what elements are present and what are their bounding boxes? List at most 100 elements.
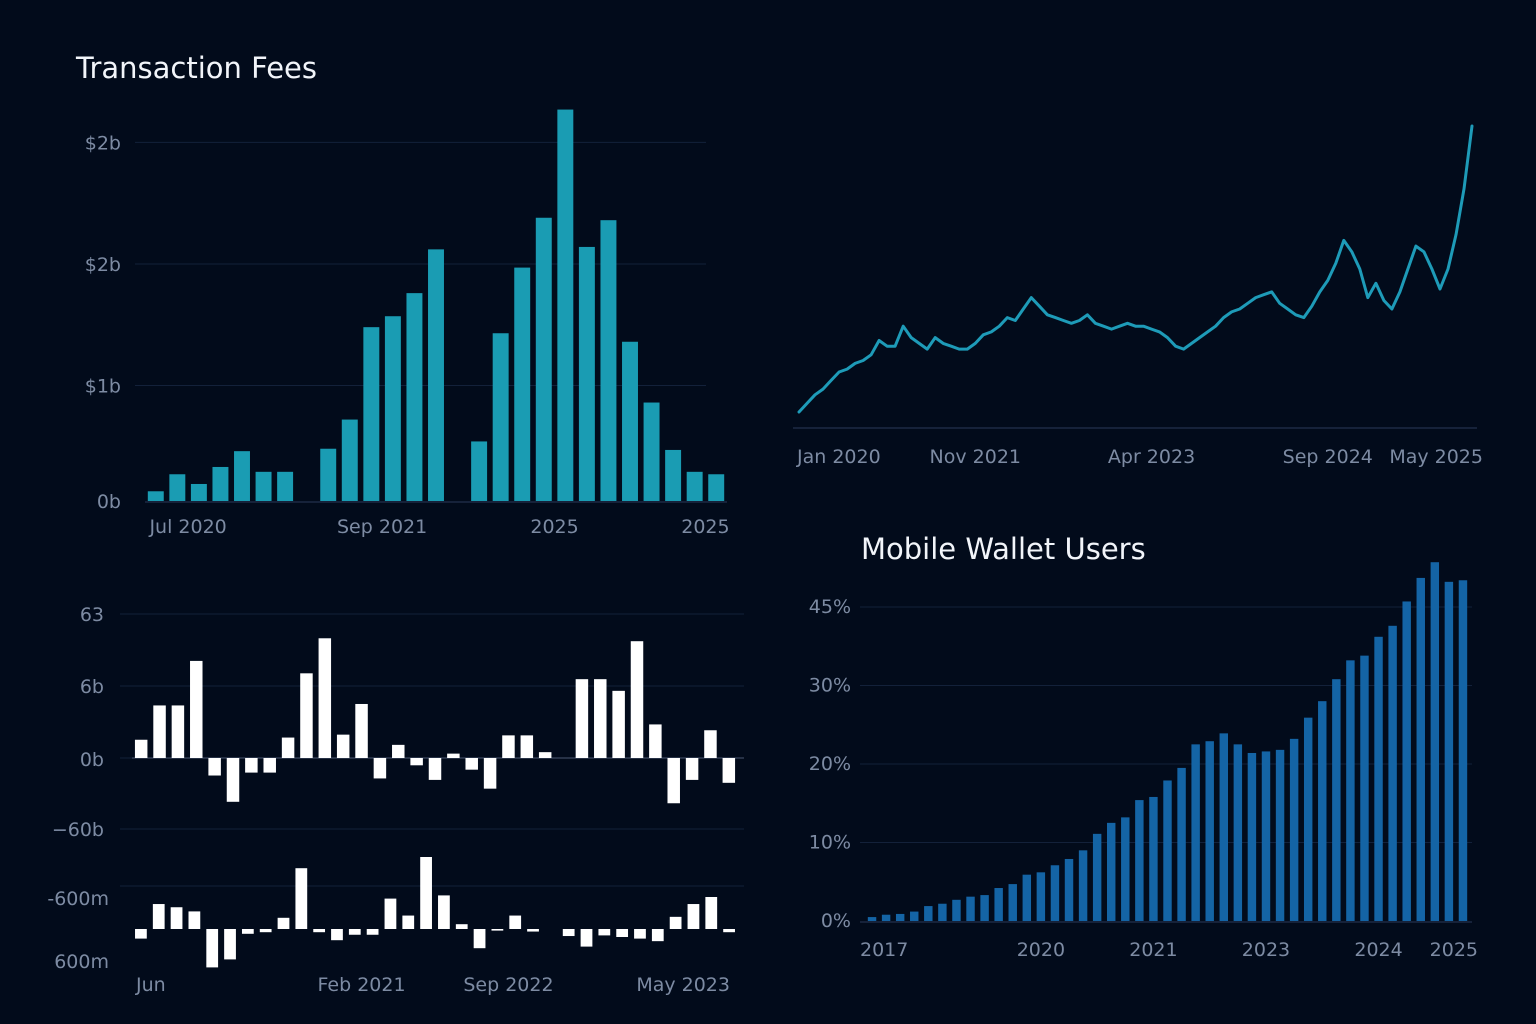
data-point xyxy=(1086,313,1089,316)
bar xyxy=(465,758,478,770)
bar xyxy=(259,929,272,933)
bar xyxy=(255,471,272,501)
data-point xyxy=(1190,342,1193,345)
data-point xyxy=(1398,290,1402,294)
bar xyxy=(509,915,522,929)
bar xyxy=(135,929,147,939)
bar xyxy=(952,899,961,921)
bar xyxy=(366,929,379,935)
data-point xyxy=(950,345,953,348)
bar xyxy=(492,333,509,501)
data-point xyxy=(1006,316,1009,319)
chart-diverging: 63 6b 0b −60b -600m 600m Jun Feb 2021 Sep 2022… xyxy=(47,604,744,996)
data-point xyxy=(869,353,873,356)
data-point xyxy=(901,325,905,328)
bar xyxy=(208,758,221,776)
data-point xyxy=(1366,296,1370,299)
y-tick-label: $2b xyxy=(85,132,121,154)
bar xyxy=(612,690,625,758)
bar xyxy=(1233,744,1243,921)
bar xyxy=(910,911,919,921)
bar xyxy=(686,471,703,501)
bar xyxy=(1050,865,1060,921)
bar xyxy=(1191,744,1200,921)
data-point xyxy=(1230,310,1233,314)
x-tick-label: 2024 xyxy=(1354,939,1402,961)
bar xyxy=(1121,817,1130,921)
data-point xyxy=(1326,279,1329,282)
bar xyxy=(1289,738,1299,921)
data-point xyxy=(1254,296,1257,299)
data-point xyxy=(917,342,921,345)
data-point xyxy=(1054,316,1057,319)
bar xyxy=(455,924,468,929)
bar xyxy=(1458,580,1468,921)
bar xyxy=(1135,800,1144,921)
data-point xyxy=(1302,316,1305,319)
bar xyxy=(1205,741,1214,921)
x-tick-label: Sep 2021 xyxy=(337,516,427,538)
data-point xyxy=(813,393,817,397)
bar xyxy=(147,491,164,501)
bar xyxy=(331,929,343,941)
data-point xyxy=(1246,302,1249,305)
data-point xyxy=(1046,313,1049,316)
data-point xyxy=(1382,299,1386,302)
x-tick-label: Jan 2020 xyxy=(796,446,881,468)
data-point xyxy=(1342,239,1346,242)
bar xyxy=(491,929,504,931)
bar xyxy=(281,737,295,758)
bar xyxy=(420,857,432,929)
bar xyxy=(881,914,891,921)
data-point xyxy=(966,347,969,351)
data-point xyxy=(1278,302,1281,305)
bar xyxy=(1346,660,1355,921)
bar xyxy=(1078,850,1088,921)
bar xyxy=(594,679,607,758)
chart-title: Mobile Wallet Users xyxy=(861,532,1146,566)
y-tick-label: −60b xyxy=(52,819,104,841)
data-point xyxy=(1126,322,1129,325)
bar xyxy=(643,402,660,501)
bar xyxy=(1275,749,1285,921)
data-point xyxy=(1030,296,1033,299)
bar xyxy=(318,638,332,758)
bar xyxy=(134,739,148,758)
bar xyxy=(557,109,574,501)
bar xyxy=(502,735,515,758)
data-point xyxy=(1118,325,1121,328)
x-tick-label: 2025 xyxy=(1430,939,1478,961)
bar xyxy=(171,705,185,758)
bar xyxy=(1430,562,1440,921)
data-point xyxy=(1102,325,1105,328)
data-point xyxy=(1206,330,1209,334)
data-point xyxy=(909,336,913,339)
bar xyxy=(600,220,617,502)
bar xyxy=(1177,767,1186,921)
bar xyxy=(341,419,358,501)
data-point xyxy=(1150,327,1153,331)
bar xyxy=(687,904,700,929)
bar xyxy=(373,758,387,779)
data-point xyxy=(1262,293,1265,296)
data-point xyxy=(1350,250,1354,254)
data-point xyxy=(1134,325,1137,328)
data-point xyxy=(1198,336,1201,339)
bar xyxy=(685,758,699,780)
y-tick-label: -600m xyxy=(47,888,109,910)
bar xyxy=(152,904,165,929)
data-point xyxy=(1158,330,1161,334)
bar xyxy=(622,341,638,501)
y-tick-label: $2b xyxy=(85,254,121,276)
data-point xyxy=(1238,307,1241,311)
bar xyxy=(1149,796,1158,921)
bar xyxy=(473,929,486,949)
bar xyxy=(295,868,308,929)
bar xyxy=(153,705,166,758)
y-tick-label: $1b xyxy=(85,376,121,398)
chart-mobile-wallet-users: Mobile Wallet Users 0% 10% 20% 30% 45% 2017 2… xyxy=(809,532,1478,961)
bar xyxy=(924,906,933,921)
bar xyxy=(234,451,250,501)
bar xyxy=(263,758,276,773)
bar xyxy=(1163,780,1172,921)
